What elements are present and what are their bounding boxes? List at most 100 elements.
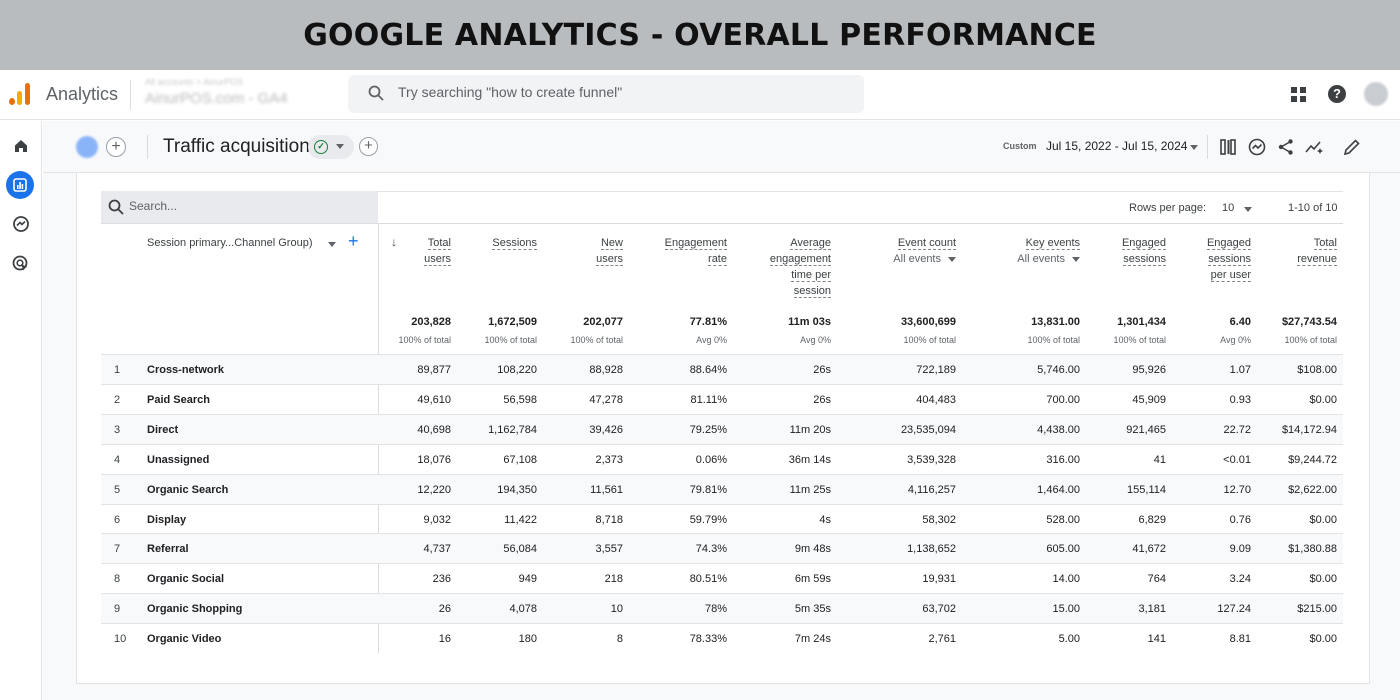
add-comparison-button[interactable]: +	[106, 137, 126, 157]
insights-icon[interactable]	[1247, 137, 1267, 157]
table-cell: 26	[438, 603, 451, 616]
table-row[interactable]: 3 Direct 40,698 1,162,784 39,426 79.25% 11m 20…	[101, 413, 1343, 444]
table-cell: 1,464.00	[1037, 483, 1080, 496]
table-cell: 39,426	[589, 423, 623, 436]
channel-name: Paid Search	[147, 393, 210, 406]
table-row[interactable]: 2 Paid Search 49,610 56,598 47,278 81.11% 26s 4…	[101, 383, 1343, 414]
dimension-header[interactable]: Session primary...Channel Group)	[147, 237, 313, 249]
table-row[interactable]: 4 Unassigned 18,076 67,108 2,373 0.06% 36m 14s…	[101, 443, 1343, 474]
home-icon[interactable]	[11, 136, 31, 156]
customize-report-icon[interactable]	[1218, 137, 1238, 157]
global-search-input[interactable]	[398, 84, 838, 100]
column-header-label: users	[596, 253, 623, 266]
chevron-down-icon[interactable]	[1244, 207, 1252, 212]
table-row[interactable]: 9 Organic Shopping 26 4,078 10 78% 5m 35s 63,70…	[101, 593, 1343, 624]
table-row[interactable]: 8 Organic Social 236 949 218 80.51% 6m 59s 19,9…	[101, 563, 1343, 593]
table-cell: $0.00	[1309, 573, 1337, 586]
column-header[interactable]: Sessions	[492, 235, 537, 251]
trend-sparkle-icon[interactable]	[1304, 137, 1324, 157]
avatar[interactable]	[1364, 82, 1388, 106]
column-header[interactable]: Total revenue	[1297, 235, 1337, 267]
event-filter-dropdown[interactable]: All events	[893, 251, 956, 267]
column-total: 13,831.00	[1031, 316, 1080, 328]
sort-arrow-icon[interactable]: ↓	[391, 235, 397, 249]
column-header[interactable]: Key events All events	[1017, 235, 1080, 267]
comparison-chip[interactable]	[76, 136, 98, 158]
account-selector[interactable]: All accounts > AinurPOS AinurPOS.com - G…	[145, 77, 288, 107]
analytics-logo-icon[interactable]	[9, 83, 31, 105]
table-search-input[interactable]	[129, 199, 359, 213]
table-cell: 47,278	[589, 393, 623, 406]
advertising-icon[interactable]	[11, 254, 31, 274]
date-range-label: Custom	[1003, 141, 1037, 151]
top-bar: Analytics All accounts > AinurPOS AinurP…	[0, 70, 1400, 120]
app-name[interactable]: Analytics	[46, 84, 119, 104]
table-cell: 79.25%	[689, 423, 727, 436]
table-cell: 4,116,257	[907, 483, 956, 496]
row-number: 8	[114, 573, 121, 586]
share-icon[interactable]	[1276, 137, 1296, 157]
column-total-subtext: 100% of total	[903, 335, 956, 345]
column-total-subtext: 100% of total	[398, 335, 451, 345]
report-status-dropdown[interactable]: ✓	[308, 135, 354, 159]
table-row[interactable]: 1 Cross-network 89,877 108,220 88,928 88.64% 2…	[101, 354, 1343, 384]
column-header[interactable]: New users	[596, 235, 623, 267]
table-cell: 22.72	[1223, 423, 1251, 436]
banner: GOOGLE ANALYTICS - OVERALL PERFORMANCE	[0, 0, 1400, 70]
table-cell: 4,078	[509, 603, 537, 616]
table-search[interactable]	[101, 191, 378, 223]
edit-pencil-icon[interactable]	[1342, 137, 1362, 157]
add-dimension-button[interactable]: +	[348, 231, 359, 251]
explore-icon[interactable]	[11, 214, 31, 234]
column-header[interactable]: Total users	[424, 235, 451, 267]
table-cell: 10	[610, 603, 623, 616]
table-cell: 108,220	[497, 364, 537, 376]
pagination-range: 1-10 of 10	[1288, 202, 1338, 214]
chevron-down-icon[interactable]	[1190, 145, 1198, 150]
row-number: 6	[114, 513, 121, 526]
chevron-down-icon	[336, 144, 344, 149]
apps-icon[interactable]	[1291, 87, 1306, 102]
column-header-label: sessions	[1123, 253, 1166, 266]
column-header-label: users	[424, 253, 451, 266]
help-icon[interactable]: ?	[1328, 85, 1346, 103]
row-number: 4	[114, 453, 121, 466]
column-header[interactable]: Event count All events	[893, 235, 956, 267]
table-cell: 0.06%	[695, 453, 727, 466]
table-cell: 316.00	[1046, 453, 1080, 466]
check-circle-icon: ✓	[314, 140, 328, 154]
rows-per-page-select[interactable]: 10	[1222, 202, 1235, 214]
column-header-label: New	[600, 237, 623, 250]
channel-name: Direct	[147, 423, 179, 436]
add-filter-button[interactable]: +	[359, 137, 378, 156]
reports-icon[interactable]	[6, 171, 34, 199]
column-header-label: Engaged	[1206, 237, 1251, 250]
table-cell: 79.81%	[689, 483, 727, 496]
event-filter-dropdown[interactable]: All events	[1017, 251, 1080, 267]
chevron-down-icon[interactable]	[328, 242, 336, 247]
column-header[interactable]: Engaged sessions per user	[1206, 235, 1251, 283]
column-header-label: Average	[790, 237, 831, 250]
table-cell: 59.79%	[689, 513, 727, 526]
table-row[interactable]: 10 Organic Video 16 180 8 78.33% 7m 24s 2,761 5.…	[101, 623, 1343, 653]
column-header-label: revenue	[1297, 253, 1337, 266]
left-nav-rail	[0, 121, 42, 700]
date-range-picker[interactable]: Jul 15, 2022 - Jul 15, 2024	[1046, 139, 1188, 153]
table-cell: 56,084	[503, 543, 537, 556]
column-header[interactable]: Engagement rate	[664, 235, 727, 267]
search-icon	[108, 199, 124, 215]
column-header[interactable]: Engaged sessions	[1121, 235, 1166, 267]
table-row[interactable]: 5 Organic Search 12,220 194,350 11,561 79.81%…	[101, 473, 1343, 504]
page-header: + Traffic acquisition ✓ + Custom Jul 15,…	[43, 121, 1400, 173]
table-cell: 1.07	[1229, 364, 1251, 376]
table-row[interactable]: 6 Display 9,032 11,422 8,718 59.79% 4s 58,302 52…	[101, 503, 1343, 534]
column-header[interactable]: Average engagement time per session	[769, 235, 831, 299]
table-cell: 88,928	[589, 364, 623, 376]
global-search[interactable]	[348, 75, 864, 113]
table-row[interactable]: 7 Referral 4,737 56,084 3,557 74.3% 9m 48s 1,13…	[101, 533, 1343, 564]
table-cell: 63,702	[922, 603, 956, 616]
table-cell: 58,302	[922, 513, 956, 526]
table-cell: 11m 25s	[789, 483, 831, 496]
table-cell: 722,189	[916, 364, 956, 376]
column-total: 202,077	[583, 316, 623, 328]
